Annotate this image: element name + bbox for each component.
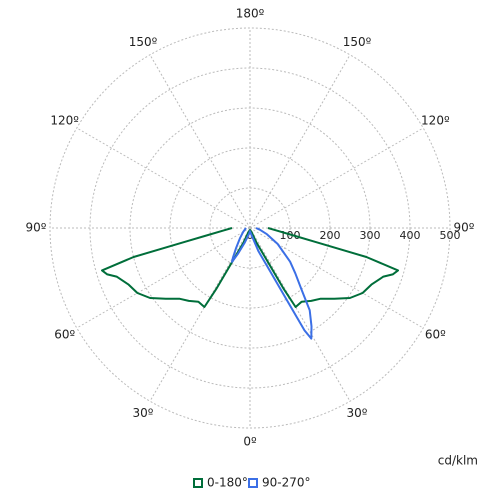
angle-label: 180º	[236, 7, 265, 21]
grid-spoke	[76, 127, 251, 229]
radial-tick-label: 400	[400, 229, 421, 242]
angle-label: 90º	[26, 221, 47, 235]
grid-spoke	[149, 54, 251, 229]
grid-spoke	[76, 227, 251, 329]
angle-label: 90º	[454, 221, 475, 235]
legend-label: 90-270°	[262, 476, 311, 490]
radial-tick-label: 200	[320, 229, 341, 242]
series-line	[101, 227, 399, 308]
angle-label: 60º	[54, 328, 75, 342]
legend-marker	[193, 478, 203, 488]
radial-tick-label: 0	[247, 229, 254, 242]
series-line	[231, 227, 313, 340]
grid-spoke	[249, 227, 351, 402]
angle-label: 150º	[129, 35, 158, 49]
angle-label: 150º	[343, 35, 372, 49]
legend-marker	[248, 478, 258, 488]
angle-label: 120º	[50, 114, 79, 128]
angle-label: 60º	[425, 328, 446, 342]
grid-spoke	[249, 54, 351, 229]
angle-label: 30º	[347, 406, 368, 420]
radial-tick-label: 500	[440, 229, 461, 242]
radial-tick-label: 100	[280, 229, 301, 242]
unit-label: cd/klm	[438, 454, 478, 468]
legend-label: 0-180°	[207, 476, 248, 490]
radial-tick-label: 300	[360, 229, 381, 242]
grid-spoke	[249, 127, 424, 229]
grid-circle	[49, 27, 451, 429]
angle-label: 0º	[243, 435, 257, 449]
angle-label: 120º	[421, 114, 450, 128]
angle-label: 30º	[133, 406, 154, 420]
